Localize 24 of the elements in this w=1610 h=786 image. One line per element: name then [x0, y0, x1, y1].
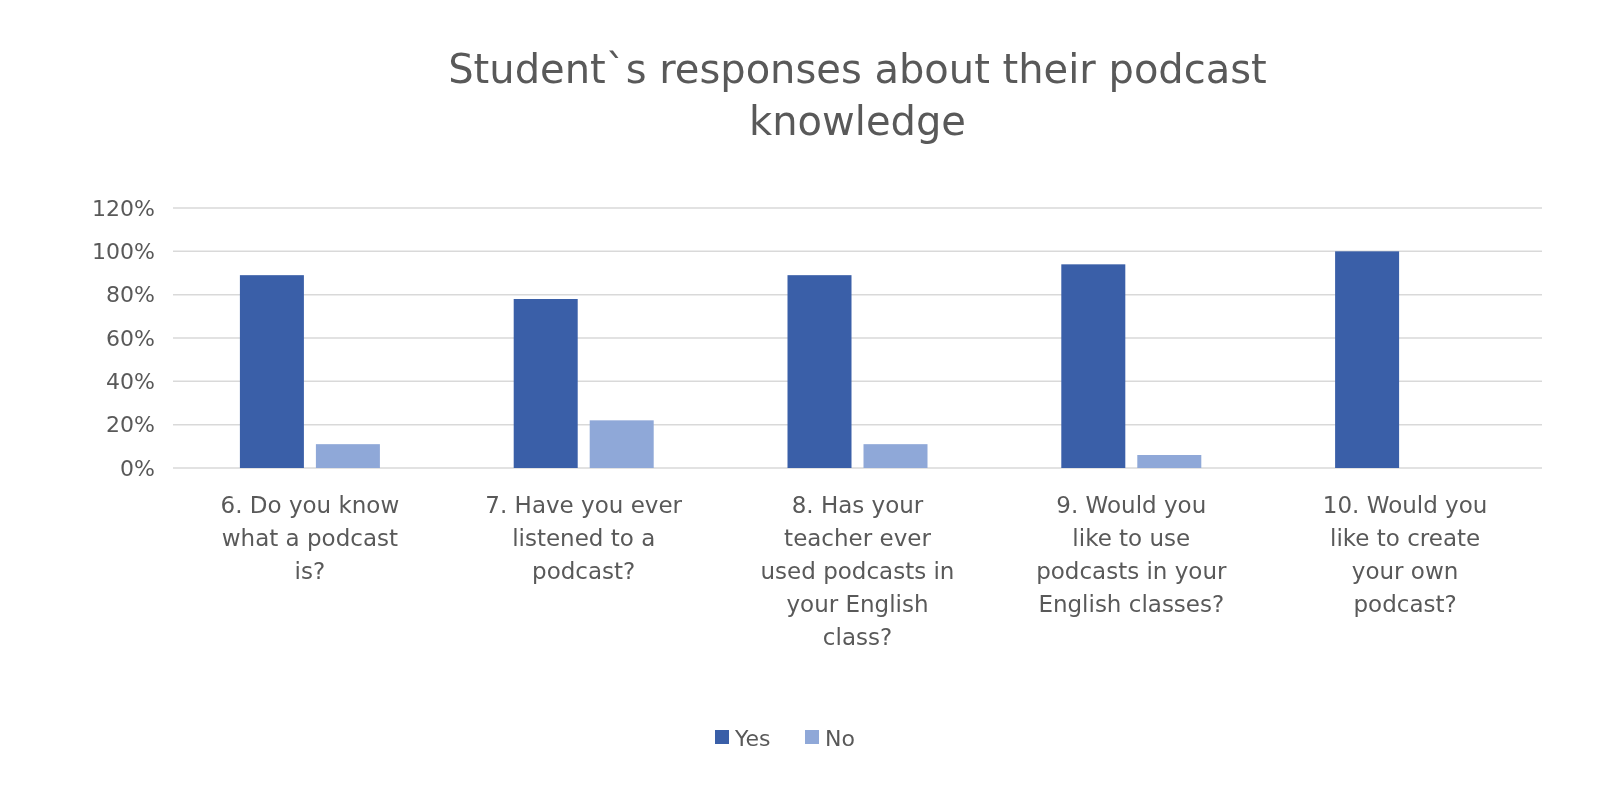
y-tick-label: 40%	[106, 369, 155, 395]
legend-label: No	[825, 725, 855, 751]
bar	[513, 299, 578, 468]
chart-title: Student`s responses about their podcast knowledge	[448, 46, 1267, 144]
x-tick-label: 8. Has your teacher ever used podcasts in your English class?	[760, 492, 955, 650]
y-tick-label: 80%	[106, 282, 155, 308]
x-tick-label: 10. Would you like to create your own podcast?	[1322, 492, 1488, 617]
bar	[1061, 264, 1126, 468]
bar	[589, 420, 654, 468]
y-tick-label: 0%	[120, 455, 155, 481]
bar	[315, 444, 380, 468]
bar	[1335, 251, 1400, 468]
y-tick-label: 100%	[92, 239, 155, 265]
bar	[239, 275, 304, 468]
x-tick-label: 9. Would you like to use podcasts in your English classes?	[1036, 492, 1227, 617]
y-tick-label: 20%	[106, 412, 155, 438]
y-tick-label: 120%	[92, 195, 155, 221]
x-tick-label: 6. Do you know what a podcast is?	[220, 492, 400, 584]
y-tick-label: 60%	[106, 325, 155, 351]
legend-label: Yes	[734, 725, 771, 751]
bar	[787, 275, 852, 468]
bar	[863, 444, 928, 468]
bar	[1137, 455, 1202, 468]
x-tick-label: 7. Have you ever listened to a podcast?	[485, 492, 683, 584]
